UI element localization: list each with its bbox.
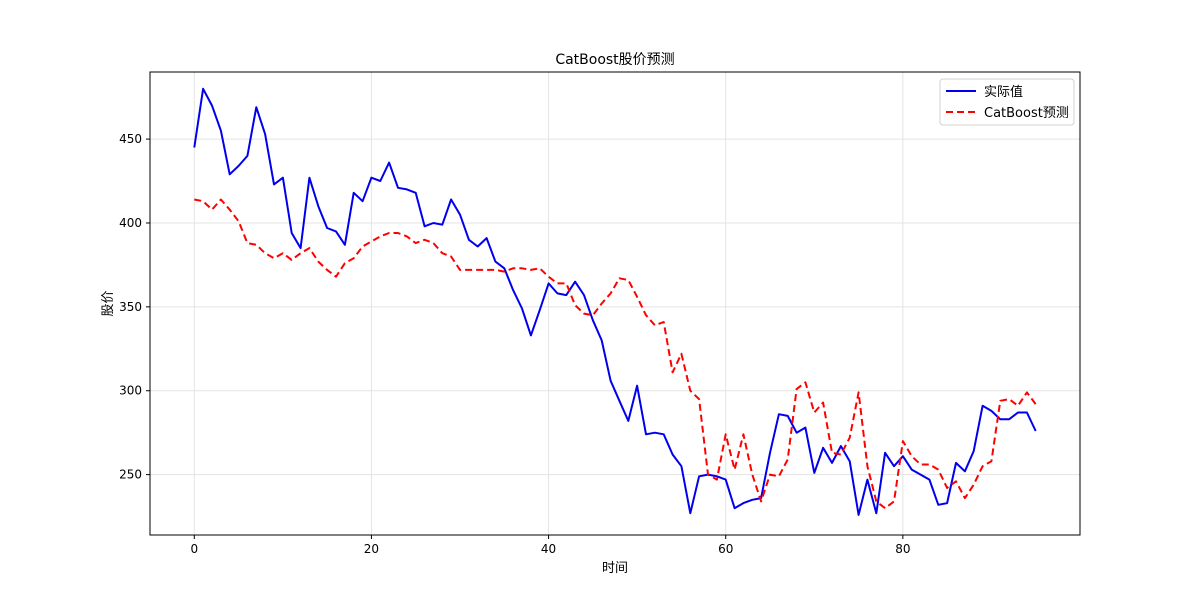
x-tick-label: 20 xyxy=(364,542,379,556)
y-tick-label: 300 xyxy=(119,384,142,398)
x-axis-label: 时间 xyxy=(602,561,628,576)
x-axis: 0 20 40 60 80 xyxy=(190,535,910,556)
grid-lines xyxy=(150,72,1080,535)
y-tick-label: 400 xyxy=(119,216,142,230)
series-layer xyxy=(193,87,1037,516)
y-tick-label: 350 xyxy=(119,300,142,314)
y-tick-label: 450 xyxy=(119,132,142,146)
legend-label-0: 实际值 xyxy=(984,84,1023,100)
chart-title: CatBoost股价预测 xyxy=(555,52,674,68)
y-tick-label: 250 xyxy=(119,468,142,482)
x-tick-label: 80 xyxy=(895,542,910,556)
y-axis: 250 300 350 400 450 xyxy=(119,132,150,482)
x-tick-label: 60 xyxy=(718,542,733,556)
series-line-0 xyxy=(193,87,1037,516)
legend: 实际值 CatBoost预测 xyxy=(939,78,1075,126)
y-axis-label: 股价 xyxy=(101,290,116,316)
legend-label-1: CatBoost预测 xyxy=(984,106,1069,121)
plot-frame xyxy=(149,71,1081,536)
x-tick-label: 0 xyxy=(190,542,198,556)
series-line-1 xyxy=(194,198,1037,510)
x-tick-label: 40 xyxy=(541,542,556,556)
